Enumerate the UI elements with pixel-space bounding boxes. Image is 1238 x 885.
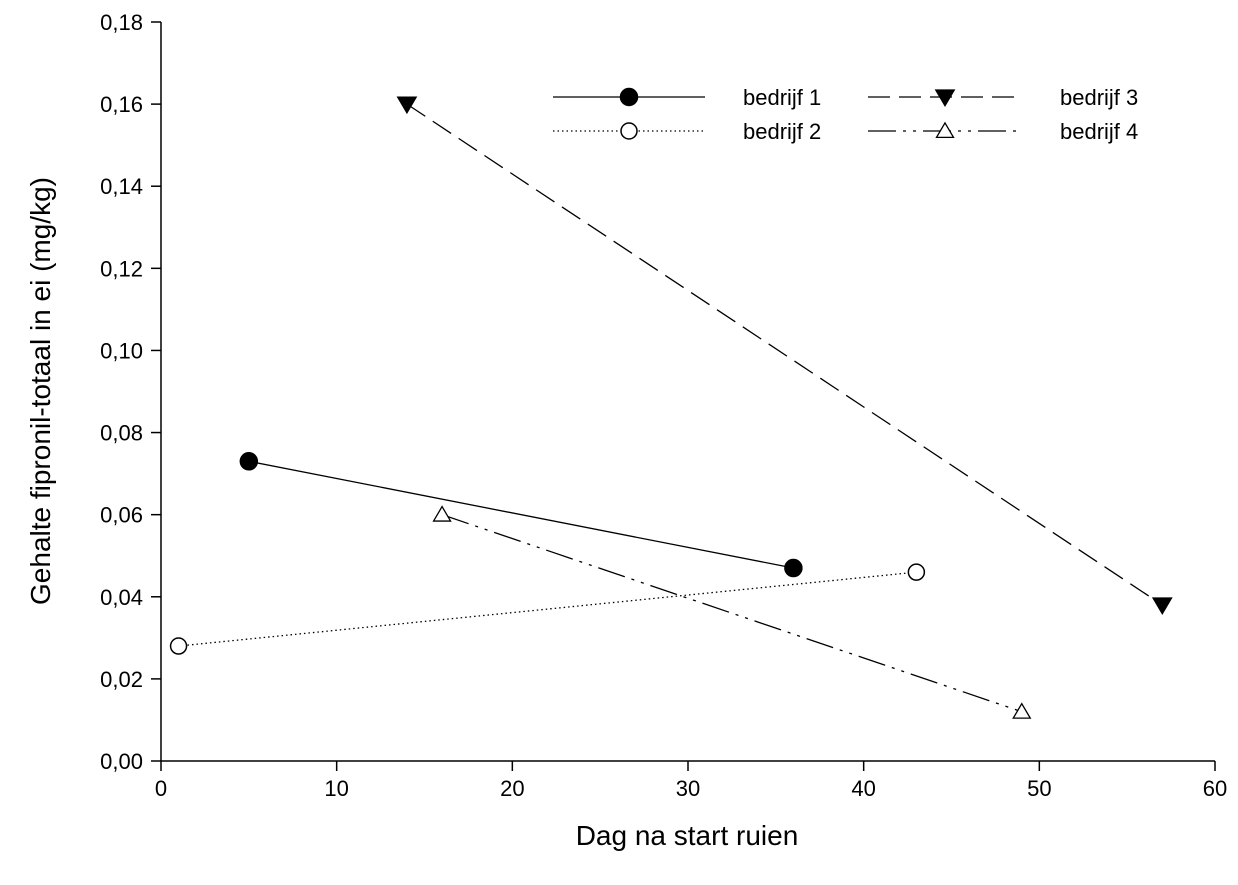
y-tick-label: 0,18 — [100, 10, 143, 35]
data-point — [432, 505, 452, 522]
x-tick-label: 30 — [676, 776, 700, 801]
legend-label: bedrijf 1 — [743, 85, 821, 110]
legend-marker — [620, 122, 638, 140]
legend-marker — [934, 89, 956, 108]
x-axis-title: Dag na start ruien — [576, 820, 799, 851]
data-point — [784, 558, 803, 578]
data-point — [169, 637, 188, 655]
legend-marker — [619, 87, 639, 107]
data-point — [396, 96, 418, 115]
series-line — [406, 103, 1163, 606]
y-tick-label: 0,02 — [100, 667, 143, 692]
x-tick-label: 40 — [851, 776, 875, 801]
y-tick-label: 0,04 — [100, 585, 143, 610]
legend-entry: bedrijf 1 — [553, 85, 821, 110]
y-tick-label: 0,06 — [100, 503, 143, 528]
series-line — [248, 460, 794, 569]
legend-label: bedrijf 2 — [743, 119, 821, 144]
x-tick-label: 50 — [1027, 776, 1051, 801]
legend-entry: bedrijf 4 — [868, 119, 1138, 144]
data-point — [907, 563, 926, 581]
y-tick-label: 0,00 — [100, 749, 143, 774]
legend-entry: bedrijf 3 — [868, 85, 1138, 110]
data-point — [1012, 702, 1032, 719]
series-2 — [169, 563, 926, 655]
y-tick-label: 0,16 — [100, 92, 143, 117]
y-tick-label: 0,14 — [100, 174, 143, 199]
series-1 — [239, 452, 803, 578]
series-3 — [396, 96, 1173, 616]
x-tick-label: 0 — [155, 776, 167, 801]
legend-marker — [935, 121, 955, 139]
x-tick-label: 20 — [500, 776, 524, 801]
series-layer — [169, 96, 1173, 719]
y-tick-label: 0,12 — [100, 256, 143, 281]
x-tick-label: 10 — [324, 776, 348, 801]
y-axis-title: Gehalte fipronil-totaal in ei (mg/kg) — [25, 177, 56, 605]
axes: 0 10 20 30 40 50 60 0,00 0,02 0,04 0,06 0,08 0,10 0,1… — [100, 10, 1227, 801]
series-4 — [432, 505, 1032, 719]
y-tick-label: 0,10 — [100, 338, 143, 363]
legend-label: bedrijf 4 — [1060, 119, 1138, 144]
series-line — [441, 514, 1022, 713]
data-point — [239, 452, 259, 471]
series-line — [178, 571, 917, 647]
legend-entry: bedrijf 2 — [553, 119, 821, 144]
x-tick-label: 60 — [1203, 776, 1227, 801]
legend-label: bedrijf 3 — [1060, 85, 1138, 110]
legend: bedrijf 1 bedrijf 2 bedrijf 3 bedrijf 4 — [553, 85, 1138, 144]
y-tick-label: 0,08 — [100, 421, 143, 446]
data-point — [1151, 597, 1173, 616]
